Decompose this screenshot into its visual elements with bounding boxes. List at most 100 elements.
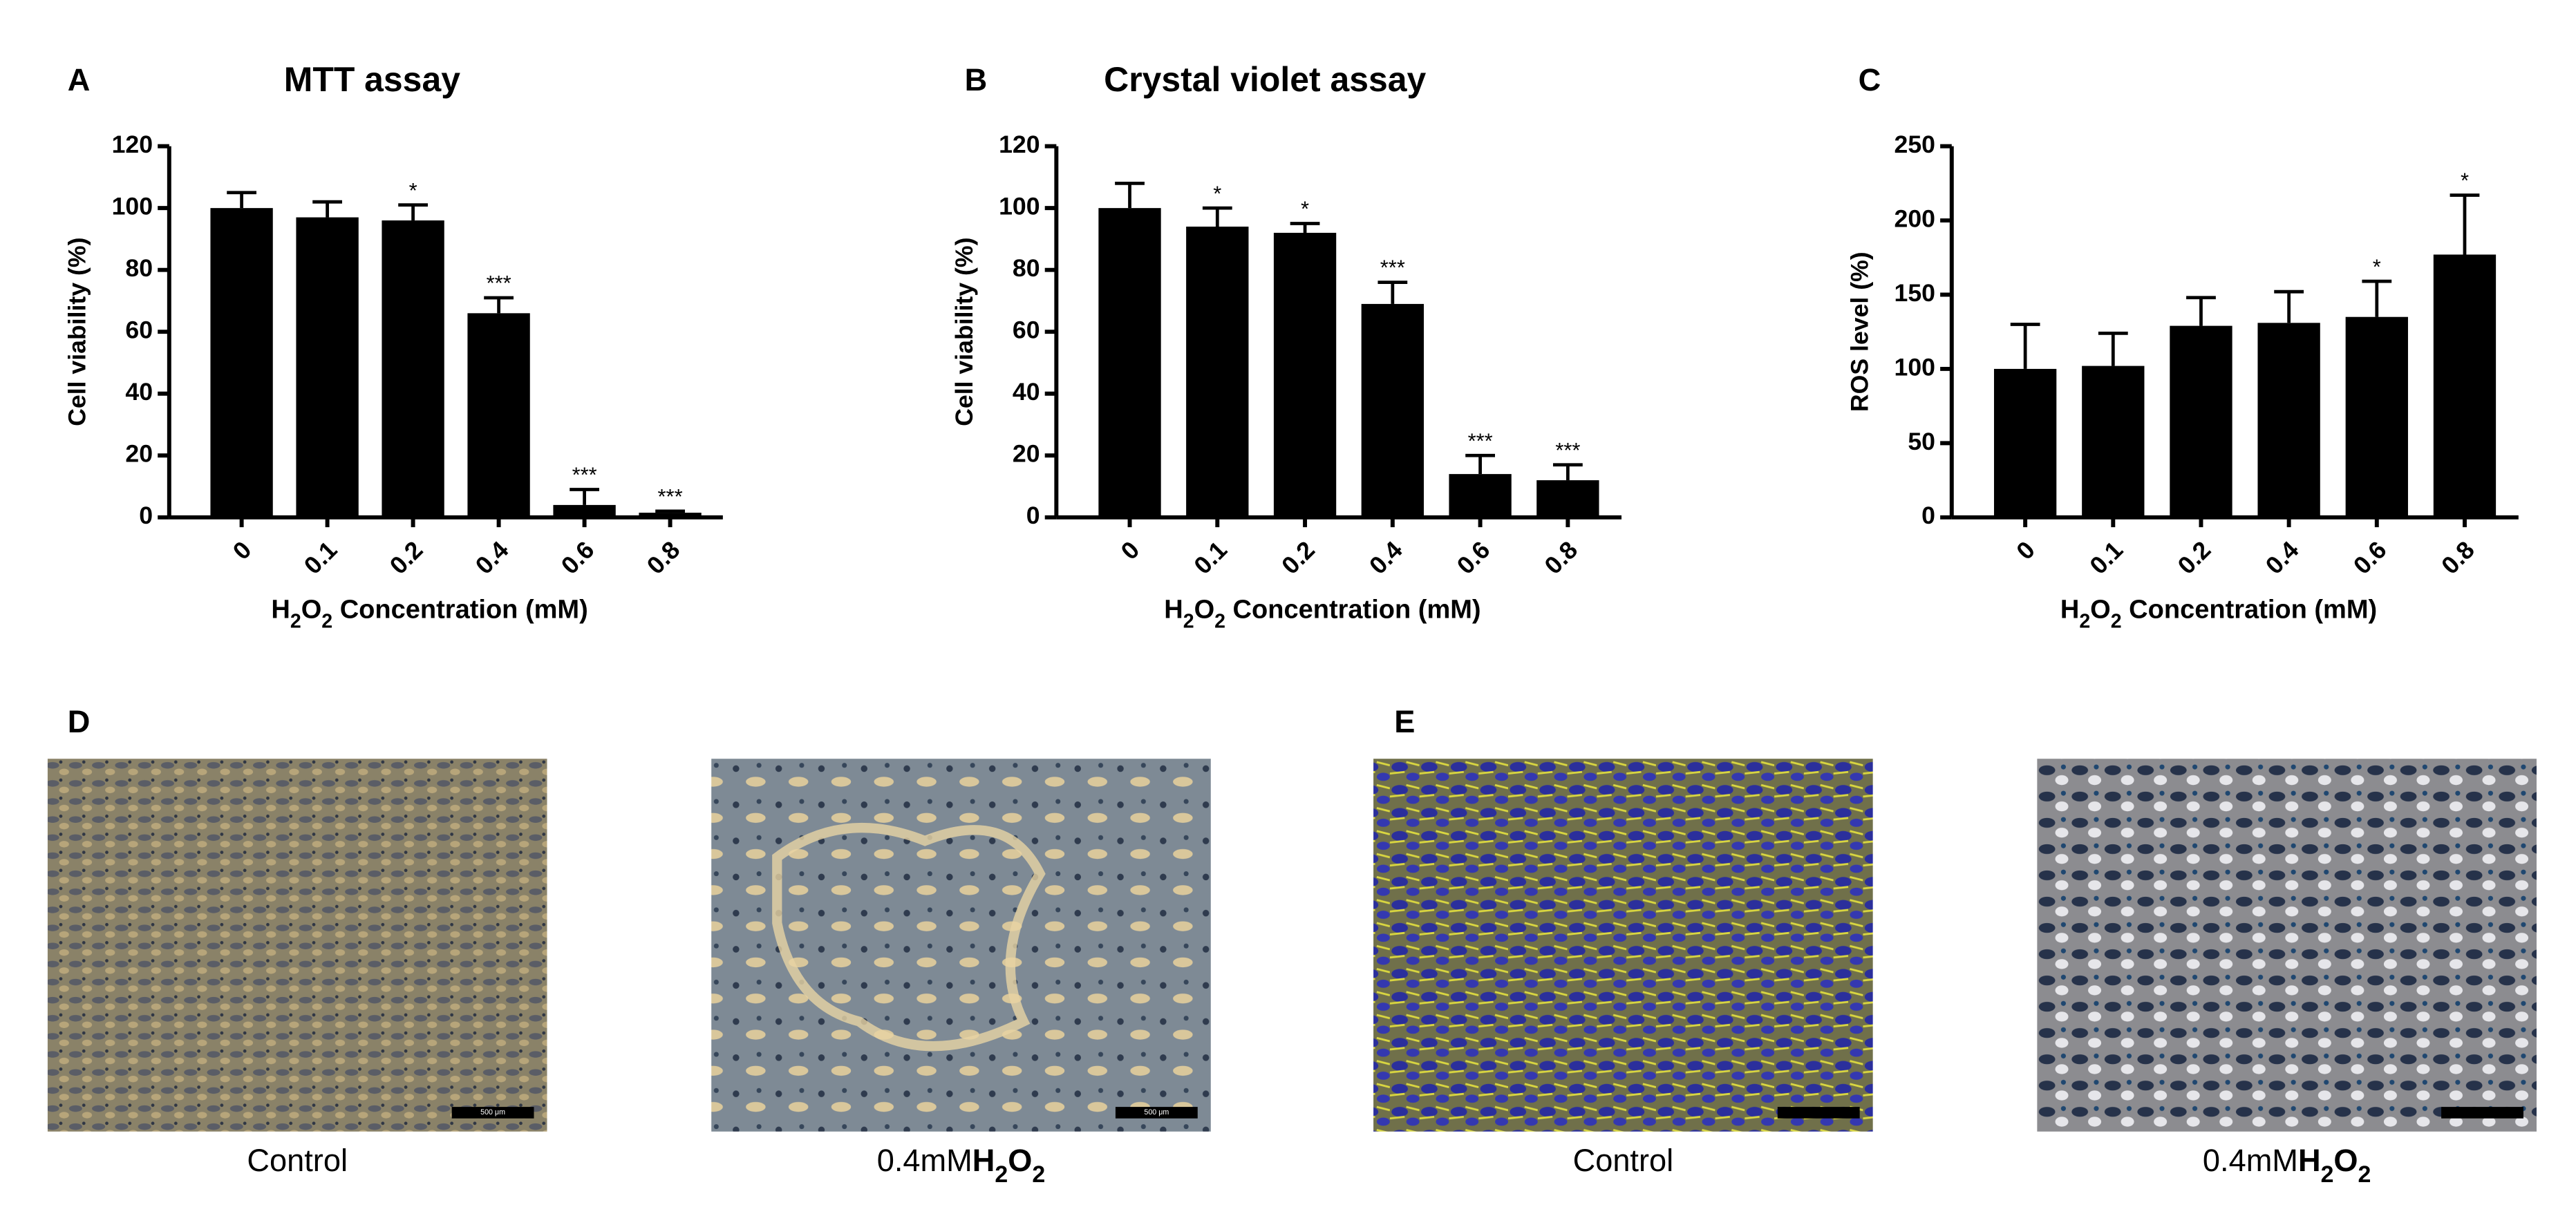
- y-tick-label: 0: [1921, 502, 1935, 529]
- chart-title: Crystal violet assay: [1104, 60, 1426, 99]
- image-caption: 0.4mMH2O2: [877, 1143, 1045, 1188]
- chart-title: MTT assay: [284, 60, 460, 99]
- bar: [1361, 303, 1424, 517]
- bar: [210, 208, 273, 517]
- significance-label: *: [1301, 197, 1309, 221]
- x-axis-label: H2O2 Concentration (mM): [271, 595, 587, 631]
- caption-bold: H2O2: [972, 1143, 1045, 1188]
- x-tick-label: 0.4: [470, 535, 514, 579]
- y-tick-label: 40: [1013, 378, 1040, 406]
- caption-bold: H2O2: [2298, 1143, 2371, 1188]
- x-axis-label: H2O2 Concentration (mM): [1164, 595, 1480, 631]
- y-tick-label: 120: [999, 131, 1040, 158]
- panel-letter: D: [68, 704, 91, 739]
- y-tick-label: 0: [1026, 502, 1040, 529]
- bar: [2257, 323, 2320, 517]
- caption-text: 0.4mM: [2203, 1143, 2298, 1178]
- panel-letter: E: [1394, 704, 1415, 739]
- image-caption: Control: [247, 1143, 348, 1178]
- bar: [639, 513, 702, 517]
- y-tick-label: 20: [125, 440, 153, 468]
- significance-label: ***: [487, 271, 511, 295]
- x-tick-label: 0.8: [1539, 536, 1583, 580]
- cell-free-area: [772, 822, 1046, 1052]
- significance-label: *: [2461, 169, 2469, 193]
- micrograph: [2037, 759, 2537, 1132]
- y-tick-label: 50: [1908, 428, 1935, 455]
- y-tick-label: 200: [1895, 205, 1935, 232]
- x-tick-label: 0.1: [299, 536, 342, 580]
- y-tick-label: 100: [1895, 353, 1935, 381]
- significance-label: ***: [1555, 438, 1580, 462]
- significance-label: ***: [1468, 428, 1493, 453]
- significance-label: *: [2373, 254, 2381, 278]
- bar: [1449, 474, 1512, 517]
- y-tick-label: 80: [1013, 254, 1040, 282]
- x-tick-label: 0.2: [1277, 536, 1320, 580]
- y-tick-label: 40: [125, 378, 153, 406]
- y-tick-label: 60: [1013, 316, 1040, 344]
- significance-label: ***: [1380, 256, 1405, 280]
- panel-letter: B: [965, 62, 988, 97]
- scale-label: 500 μm: [1144, 1108, 1169, 1117]
- y-tick-label: 100: [999, 193, 1040, 220]
- image-caption: Control: [1573, 1143, 1674, 1178]
- bar: [382, 220, 444, 517]
- x-tick-label: 0.1: [1189, 536, 1232, 580]
- micrograph: [711, 759, 1211, 1132]
- scale-bar: [451, 1107, 534, 1119]
- scale-bar: [2441, 1107, 2523, 1119]
- significance-label: ***: [658, 484, 683, 509]
- x-tick-label: 0.2: [2172, 536, 2216, 580]
- bar: [1098, 208, 1161, 517]
- panel-letter: C: [1859, 62, 1881, 97]
- bar: [1186, 227, 1249, 517]
- y-tick-label: 150: [1895, 279, 1935, 307]
- caption-text: Control: [247, 1143, 348, 1178]
- x-tick-label: 0.6: [2348, 536, 2391, 580]
- bar: [1993, 368, 2057, 517]
- y-tick-label: 120: [112, 131, 153, 158]
- significance-label: *: [1213, 181, 1221, 205]
- image-caption: 0.4mMH2O2: [2203, 1143, 2371, 1188]
- significance-label: ***: [572, 463, 597, 487]
- significance-label: *: [409, 178, 417, 202]
- bar: [2170, 325, 2232, 517]
- y-axis-label: ROS level (%): [1845, 251, 1873, 412]
- micrograph: [1373, 759, 1873, 1132]
- bar: [2345, 316, 2408, 517]
- x-axis-label: H2O2 Concentration (mM): [2060, 595, 2377, 631]
- x-tick-label: 0.6: [1451, 536, 1495, 580]
- y-tick-label: 80: [125, 254, 153, 282]
- panel-letter: A: [68, 62, 91, 97]
- x-tick-label: 0: [1116, 536, 1145, 565]
- micrograph: [47, 759, 547, 1132]
- bar: [467, 313, 530, 517]
- caption-text: Control: [1573, 1143, 1674, 1178]
- y-tick-label: 0: [139, 502, 153, 529]
- x-tick-label: 0.4: [1364, 535, 1407, 579]
- x-tick-label: 0.1: [2085, 536, 2128, 580]
- caption-text: 0.4mM: [877, 1143, 972, 1178]
- x-tick-label: 0.8: [641, 536, 685, 580]
- bar: [2082, 365, 2145, 517]
- bar: [2433, 254, 2497, 517]
- bar: [296, 217, 359, 517]
- y-axis-label: Cell viability (%): [950, 238, 978, 426]
- scale-label: 500 μm: [480, 1108, 505, 1117]
- x-tick-label: 0.2: [384, 536, 428, 580]
- x-tick-label: 0.6: [556, 536, 599, 580]
- x-tick-label: 0.4: [2260, 535, 2304, 579]
- y-tick-label: 250: [1895, 131, 1935, 158]
- bar: [1536, 480, 1599, 517]
- x-tick-label: 0: [227, 536, 256, 565]
- bar: [553, 504, 616, 517]
- scale-bar: [1115, 1107, 1198, 1119]
- x-tick-label: 0.8: [2436, 536, 2479, 580]
- y-tick-label: 60: [125, 316, 153, 344]
- x-tick-label: 0: [2011, 536, 2040, 565]
- scale-bar: [1777, 1107, 1860, 1119]
- y-tick-label: 100: [112, 193, 153, 220]
- y-axis-label: Cell viability (%): [64, 238, 91, 426]
